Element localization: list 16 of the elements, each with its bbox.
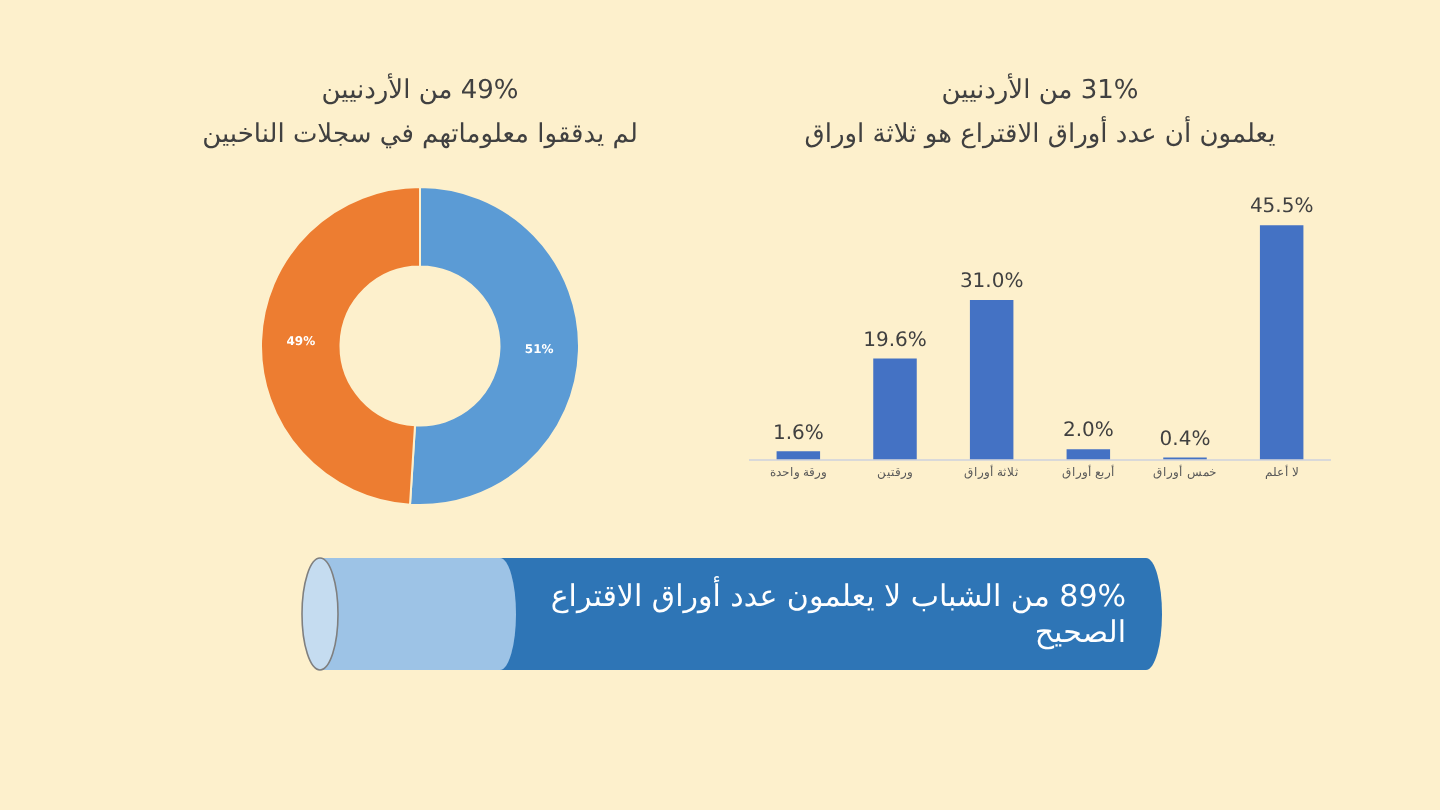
bar [969,299,1014,460]
chart-title: 31% من الأردنيين [939,76,1141,106]
data-label: 31.0% [959,271,1024,294]
data-label: 1.6% [772,422,824,445]
data-label: 2.0% [1062,420,1114,443]
chart-title: 49% من الأردنيين [319,76,521,106]
bar [1066,449,1111,460]
bar [776,451,821,460]
chart-subtitle: لم يدققوا معلوماتهم في سجلات الناخبين [200,120,640,150]
chart-subtitle: يعلمون أن عدد أوراق الاقتراع هو ثلاثة اوراق [802,120,1278,150]
data-label: 45.5% [1249,196,1314,219]
data-label: 19.6% [863,329,927,352]
bar [1259,225,1304,460]
text: 89% من الشباب لا يعلمون عدد أوراق الاقتراع الصحيح [548,574,1126,654]
bar [873,358,917,460]
data-label: 0.4% [1159,428,1211,451]
